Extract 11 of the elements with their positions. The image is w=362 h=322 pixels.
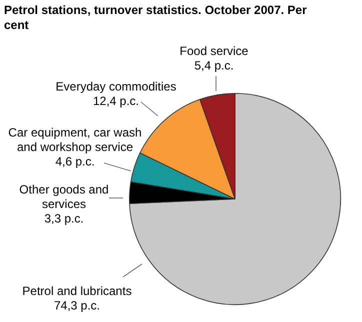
data-label: 5,4 p.c.: [194, 58, 234, 72]
slice-label: Everyday commodities: [56, 79, 176, 94]
chart-title: Petrol stations, turnover statistics. October 2007. Per cent: [4, 3, 308, 33]
slice-label: Petrol and lubricants: [22, 284, 132, 298]
data-label: 12,4 p.c.: [92, 94, 140, 108]
data-label: 74,3 p.c.: [54, 298, 100, 312]
data-label: 4,6 p.c.: [55, 154, 95, 168]
slice-label: Other goods and services: [19, 182, 109, 211]
slice-label: Car equipment, car wash and workshop service: [8, 125, 142, 154]
slice-label: Food service: [180, 44, 249, 58]
data-label: 3,3 p.c.: [44, 211, 84, 226]
